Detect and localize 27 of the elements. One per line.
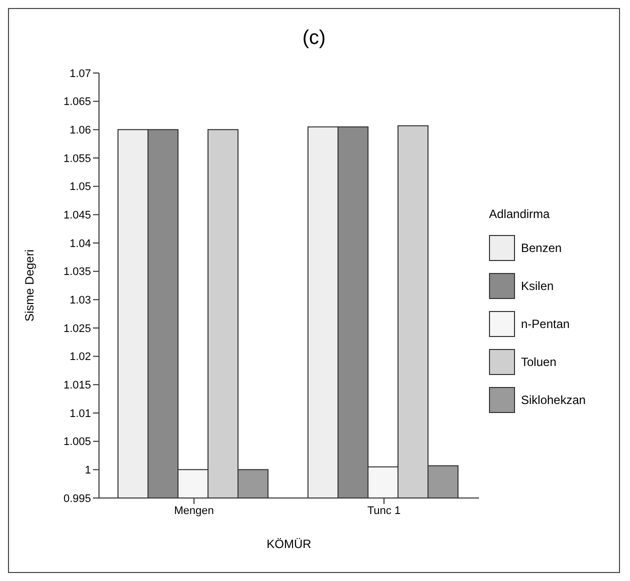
y-tick-label: 1.06: [70, 124, 91, 137]
y-tick-label: 1.045: [63, 210, 91, 222]
y-tick-label: 1.015: [63, 380, 91, 392]
legend-label: Benzen: [521, 240, 562, 254]
x-tick-label: Tunc 1: [367, 504, 401, 517]
y-tick-label: 1: [84, 464, 91, 477]
legend-title: Adlandirma: [489, 206, 551, 220]
x-axis-title: KÖMÜR: [266, 537, 312, 551]
y-tick-label: 1.05: [70, 181, 91, 194]
legend-label: Toluen: [521, 354, 556, 368]
y-tick-label: 1.07: [70, 68, 91, 80]
y-tick-label: 1.03: [70, 294, 91, 307]
y-tick-label: 0.995: [63, 492, 91, 505]
y-tick-label: 1.01: [70, 408, 91, 420]
y-tick-label: 1.035: [63, 266, 91, 278]
y-tick-label: 1.02: [70, 351, 91, 364]
y-tick-label: 1.04: [70, 238, 91, 250]
y-tick-label: 1.025: [63, 322, 91, 335]
legend-label: n-Pentan: [521, 316, 570, 330]
y-axis-title: Sisme Degeri: [22, 249, 36, 322]
y-tick-label: 1.055: [63, 152, 91, 165]
chart-title: (c): [301, 26, 327, 51]
y-tick-label: 1.005: [63, 436, 91, 448]
legend-label: Ksilen: [521, 278, 554, 292]
legend-label: Siklohekzan: [521, 392, 586, 406]
x-tick-label: Mengen: [174, 504, 214, 517]
y-tick-label: 1.065: [63, 96, 91, 108]
